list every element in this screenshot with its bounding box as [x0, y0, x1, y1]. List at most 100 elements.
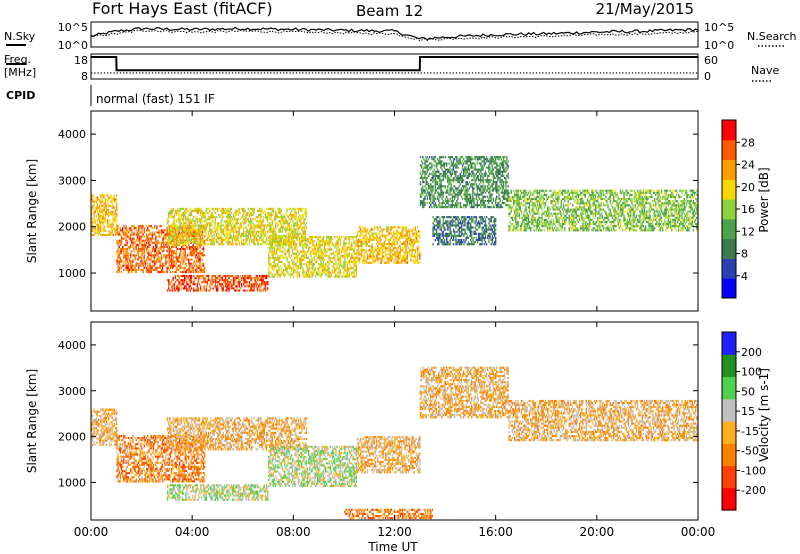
- echo-cell: [438, 177, 440, 180]
- echo-cell: [279, 230, 281, 233]
- echo-cell: [108, 204, 110, 207]
- echo-cell: [199, 274, 202, 277]
- echo-cell: [331, 256, 334, 259]
- echo-cell: [172, 222, 174, 225]
- echo-cell: [343, 271, 345, 274]
- echo-cell: [148, 243, 150, 246]
- echo-cell: [194, 256, 197, 259]
- echo-cell: [435, 189, 438, 192]
- echo-cell: [99, 211, 101, 214]
- echo-cell: [143, 266, 145, 269]
- echo-cell: [281, 228, 284, 231]
- echo-cell: [348, 271, 351, 274]
- echo-cell: [187, 209, 189, 212]
- echo-cell: [433, 174, 435, 177]
- echo-cell: [280, 273, 282, 276]
- echo-cell: [134, 266, 136, 269]
- echo-cell: [185, 264, 188, 267]
- echo-cell: [356, 255, 358, 258]
- echo-cell: [246, 281, 248, 284]
- echo-cell: [227, 243, 229, 246]
- echo-cell: [221, 232, 223, 235]
- echo-cell: [386, 253, 388, 256]
- echo-cell: [381, 245, 383, 248]
- echo-cell: [474, 204, 476, 207]
- echo-cell: [452, 181, 455, 184]
- echo-cell: [268, 271, 270, 274]
- echo-cell: [170, 252, 173, 255]
- echo-cell: [397, 251, 399, 254]
- echo-cell: [294, 224, 296, 227]
- echo-cell: [356, 240, 358, 243]
- echo-cell: [311, 238, 313, 241]
- echo-cell: [176, 258, 178, 261]
- echo-cell: [193, 232, 195, 235]
- echo-cell: [293, 258, 295, 261]
- echo-cell: [276, 244, 278, 247]
- echo-cell: [189, 266, 191, 269]
- echo-cell: [402, 257, 404, 260]
- echo-cell: [319, 267, 321, 270]
- echo-cell: [265, 243, 268, 246]
- echo-cell: [364, 242, 366, 245]
- echo-cell: [393, 234, 395, 237]
- echo-cell: [139, 264, 141, 267]
- echo-cell: [148, 237, 150, 240]
- echo-cell: [294, 241, 296, 244]
- echo-cell: [287, 267, 289, 270]
- echo-cell: [137, 250, 140, 253]
- echo-cell: [171, 234, 173, 237]
- echo-cell: [182, 216, 185, 219]
- echo-cell: [436, 168, 439, 171]
- echo-cell: [302, 236, 304, 239]
- echo-cell: [142, 239, 144, 242]
- echo-cell: [270, 228, 272, 231]
- echo-cell: [432, 174, 434, 177]
- echo-cell: [118, 231, 120, 234]
- echo-cell: [458, 189, 460, 192]
- echo-cell: [450, 187, 452, 190]
- echo-cell: [184, 252, 186, 255]
- echo-cell: [172, 232, 174, 235]
- echo-cell: [190, 226, 193, 229]
- echo-cell: [327, 269, 329, 272]
- echo-cell: [137, 252, 140, 255]
- echo-cell: [312, 267, 314, 270]
- echo-cell: [185, 262, 188, 265]
- echo-cell: [100, 202, 102, 205]
- echo-cell: [373, 228, 375, 231]
- echo-cell: [270, 207, 272, 210]
- echo-cell: [408, 251, 411, 254]
- echo-cell: [328, 269, 330, 272]
- echo-cell: [444, 204, 447, 207]
- echo-cell: [395, 261, 397, 264]
- echo-cell: [96, 206, 99, 209]
- echo-cell: [268, 243, 270, 246]
- echo-cell: [465, 206, 467, 209]
- echo-cell: [133, 227, 135, 230]
- echo-cell: [228, 243, 230, 246]
- echo-cell: [101, 221, 103, 224]
- echo-cell: [271, 265, 273, 268]
- echo-cell: [324, 242, 327, 245]
- echo-cell: [449, 197, 451, 200]
- echo-cell: [171, 236, 173, 239]
- echo-cell: [183, 285, 186, 288]
- echo-cell: [291, 246, 294, 249]
- echo-cell: [465, 156, 467, 159]
- echo-cell: [222, 230, 224, 233]
- echo-cell: [125, 225, 127, 228]
- echo-cell: [307, 275, 310, 278]
- echo-cell: [393, 253, 395, 256]
- echo-cell: [287, 241, 289, 244]
- echo-cell: [192, 246, 194, 249]
- echo-cell: [320, 254, 322, 257]
- echo-cell: [118, 271, 120, 274]
- echo-cell: [303, 275, 305, 278]
- echo-cell: [194, 279, 196, 282]
- echo-cell: [145, 241, 148, 244]
- echo-cell: [408, 234, 411, 237]
- echo-cell: [452, 189, 455, 192]
- echo-cell: [348, 240, 351, 243]
- echo-cell: [144, 264, 147, 267]
